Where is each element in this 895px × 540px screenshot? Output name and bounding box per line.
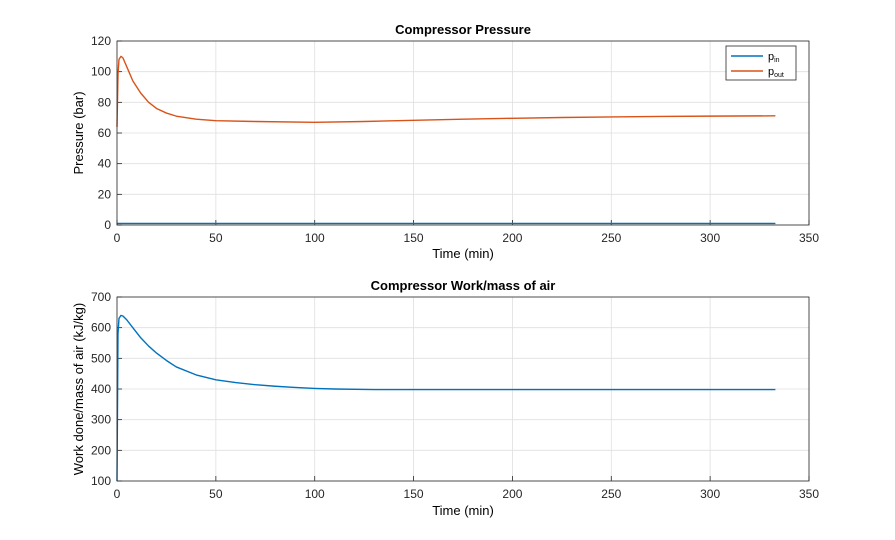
y-tick-label: 200 bbox=[91, 443, 111, 457]
y-tick-label: 100 bbox=[91, 474, 111, 488]
y-tick-label: 0 bbox=[104, 218, 111, 232]
x-tick-label: 150 bbox=[404, 487, 424, 501]
x-tick-label: 250 bbox=[601, 231, 621, 245]
y-axis-label: Work done/mass of air (kJ/kg) bbox=[71, 303, 86, 475]
x-axis-label: Time (min) bbox=[432, 503, 494, 518]
work-chart: Compressor Work/mass of air Time (min) W… bbox=[71, 278, 819, 518]
legend-entry: pin bbox=[768, 51, 780, 64]
chart-title: Compressor Work/mass of air bbox=[371, 278, 556, 293]
x-tick-label: 300 bbox=[700, 231, 720, 245]
x-tick-label: 100 bbox=[305, 231, 325, 245]
axes-box bbox=[116, 40, 810, 226]
y-axis-label: Pressure (bar) bbox=[71, 91, 86, 174]
axes-box bbox=[116, 296, 810, 482]
y-tick-label: 20 bbox=[98, 187, 112, 201]
y-tick-label: 80 bbox=[98, 95, 112, 109]
x-tick-label: 50 bbox=[209, 487, 223, 501]
x-tick-label: 100 bbox=[305, 487, 325, 501]
y-tick-label: 500 bbox=[91, 351, 111, 365]
x-tick-label: 350 bbox=[799, 231, 819, 245]
x-tick-label: 350 bbox=[799, 487, 819, 501]
pressure-chart: Compressor Pressure Time (min) Pressure … bbox=[71, 22, 819, 261]
legend: pin pout bbox=[725, 45, 797, 81]
x-tick-label: 150 bbox=[404, 231, 424, 245]
y-tick-label: 300 bbox=[91, 413, 111, 427]
y-tick-label: 100 bbox=[91, 65, 111, 79]
x-tick-label: 250 bbox=[601, 487, 621, 501]
series-line-1 bbox=[116, 55, 776, 127]
series-line-0 bbox=[116, 314, 776, 482]
x-tick-label: 0 bbox=[114, 231, 121, 245]
x-tick-label: 200 bbox=[502, 231, 522, 245]
legend-box bbox=[725, 45, 797, 81]
x-tick-label: 200 bbox=[502, 487, 522, 501]
y-tick-label: 120 bbox=[91, 34, 111, 48]
y-tick-label: 700 bbox=[91, 290, 111, 304]
legend-entry: pout bbox=[768, 66, 784, 79]
x-tick-label: 50 bbox=[209, 231, 223, 245]
x-tick-label: 0 bbox=[114, 487, 121, 501]
x-axis-label: Time (min) bbox=[432, 246, 494, 261]
y-tick-label: 40 bbox=[98, 157, 112, 171]
y-tick-label: 600 bbox=[91, 321, 111, 335]
y-tick-label: 400 bbox=[91, 382, 111, 396]
x-tick-label: 300 bbox=[700, 487, 720, 501]
chart-title: Compressor Pressure bbox=[395, 22, 531, 37]
y-tick-label: 60 bbox=[98, 126, 112, 140]
